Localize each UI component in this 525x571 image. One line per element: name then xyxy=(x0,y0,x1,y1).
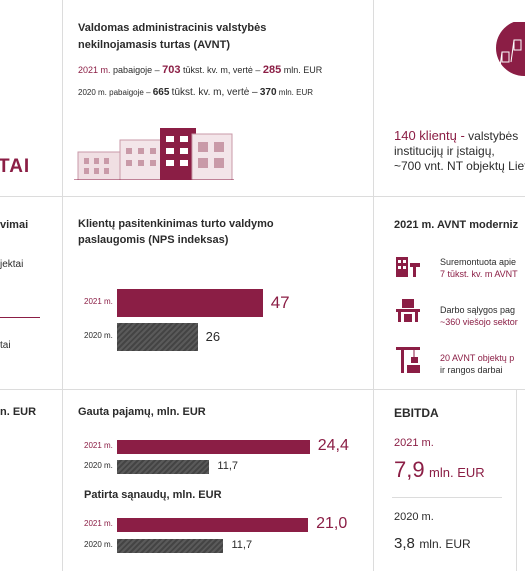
revenue-bar xyxy=(117,440,310,454)
revenue-value-label: 24,4 xyxy=(317,437,349,455)
clients-text: 140 klientų - valstybės institucijų ir į… xyxy=(394,128,525,174)
avnt-row-2020: 2020 m. pabaigoje – 665 tūkst. kv. m, ve… xyxy=(78,87,313,98)
building-illustration-icon xyxy=(74,128,234,180)
clients-line2: institucijų ir įstaigų, xyxy=(394,144,495,158)
avnt-title-line1: Valdomas administracinis valstybės xyxy=(78,22,267,34)
nps-chart: 2021 m. 47 2020 m. 26 xyxy=(0,0,373,389)
expenses-category-label: 2020 m. xyxy=(84,540,113,549)
nps-category-label: 2021 m. xyxy=(84,297,113,306)
avnt-2021-unit: mln. EUR xyxy=(283,65,323,75)
clients-number: 140 klientų - xyxy=(394,128,465,143)
avnt-2020-text-b: tūkst. kv. m, vertė – xyxy=(171,87,258,98)
left-subheading-fragment: vimai xyxy=(0,219,29,231)
avnt-title-line2: nekilnojamasis turtas (AVNT) xyxy=(78,39,230,51)
nps-title-line1: Klientų pasitenkinimas turto valdymo xyxy=(78,218,274,230)
left-heading-fragment: TAI xyxy=(0,156,31,177)
ebitda-2020-year: 2020 m. xyxy=(394,511,434,523)
clients-line1-rest: valstybės xyxy=(468,129,519,143)
ebitda-title: EBITDA xyxy=(394,406,439,420)
expenses-value-label: 21,0 xyxy=(316,515,348,533)
modern-item-1-line2: 7 tūkst. kv. m AVNT xyxy=(440,269,518,279)
nps-bar xyxy=(117,323,198,351)
modern-title: 2021 m. AVNT moderniz xyxy=(394,219,519,231)
construction-crane-icon xyxy=(396,347,420,373)
divider-left xyxy=(62,0,63,571)
modern-item-3-line1: 20 AVNT objektų p xyxy=(440,353,515,363)
modern-item-1: Suremontuota apie 7 tūkst. kv. m AVNT xyxy=(440,256,518,280)
avnt-2021-value: 285 xyxy=(262,64,282,76)
divider-right xyxy=(373,0,374,571)
revenue-category-label: 2021 m. xyxy=(84,441,113,450)
modern-item-2-line2: ~360 viešojo sektor xyxy=(440,317,518,327)
left-accent-line xyxy=(0,317,40,318)
avnt-2020-text-a: pabaigoje – xyxy=(109,88,151,97)
financial-charts: 2021 m. 24,4 2020 m. 11,7 2021 m. 21,0 2020 m.… xyxy=(84,437,349,553)
nps-title: Klientų pasitenkinimas turto valdymo pas… xyxy=(78,216,274,248)
avnt-2020-area: 665 xyxy=(152,87,170,98)
ebitda-2021-unit: mln. EUR xyxy=(429,465,485,480)
clients-line3: ~700 vnt. NT objektų Liet xyxy=(394,159,525,173)
divider-far-right xyxy=(516,390,517,571)
avnt-2021-text-b: tūkst. kv. m, vertė – xyxy=(182,65,261,75)
modern-item-2: Darbo sąlygos pag ~360 viešojo sektor xyxy=(440,304,518,328)
ebitda-2021: 7,9 mln. EUR xyxy=(394,457,485,483)
revenue-title: Gauta pajamų, mln. EUR xyxy=(78,406,206,418)
modern-item-1-line1: Suremontuota apie xyxy=(440,257,517,267)
row-divider-2 xyxy=(0,389,525,390)
ebitda-divider xyxy=(392,497,502,498)
revenue-bar xyxy=(117,460,210,474)
avnt-2020-value: 370 xyxy=(259,87,277,98)
nps-value-label: 47 xyxy=(270,292,290,312)
nps-value-label: 26 xyxy=(205,329,221,345)
building-repair-icon xyxy=(396,257,420,277)
office-desk-icon xyxy=(396,299,420,322)
avnt-2020-year: 2020 m. xyxy=(78,88,107,97)
modern-item-3-line2: ir rangos darbai xyxy=(440,365,503,375)
avnt-2021-area: 703 xyxy=(162,64,181,76)
ebitda-2021-year: 2021 m. xyxy=(394,437,434,449)
avnt-row-2021: 2021 m. pabaigoje – 703 tūkst. kv. m, ve… xyxy=(78,64,322,76)
expenses-title: Patirta sąnaudų, mln. EUR xyxy=(84,489,222,501)
avnt-2021-text-a: pabaigoje – xyxy=(113,65,160,75)
revenue-category-label: 2020 m. xyxy=(84,461,113,470)
ebitda-2021-value: 7,9 xyxy=(394,457,425,482)
left-ebit-fragment: n. EUR xyxy=(0,406,37,418)
nps-category-label: 2020 m. xyxy=(84,331,113,340)
modern-item-3: 20 AVNT objektų p ir rangos darbai xyxy=(440,352,514,376)
nps-bar xyxy=(117,289,263,317)
client-map-icon xyxy=(496,22,525,76)
modern-item-2-line1: Darbo sąlygos pag xyxy=(440,305,516,315)
expenses-value-label: 11,7 xyxy=(231,539,253,552)
left-text-1: jektai xyxy=(0,259,24,270)
avnt-2021-year: 2021 m. xyxy=(78,65,111,75)
ebitda-2020-unit: mln. EUR xyxy=(419,537,471,551)
ebitda-2020-value: 3,8 xyxy=(394,535,415,552)
avnt-2020-unit: mln. EUR xyxy=(278,88,314,97)
expenses-bar xyxy=(117,518,309,532)
nps-title-line2: paslaugomis (NPS indeksas) xyxy=(78,234,229,246)
avnt-title: Valdomas administracinis valstybės nekil… xyxy=(78,20,266,54)
expenses-category-label: 2021 m. xyxy=(84,519,113,528)
expenses-bar xyxy=(117,539,224,553)
left-text-2: tai xyxy=(0,340,11,351)
revenue-value-label: 11,7 xyxy=(217,460,239,473)
ebitda-2020: 3,8 mln. EUR xyxy=(394,535,471,553)
row-divider-1 xyxy=(0,196,525,197)
